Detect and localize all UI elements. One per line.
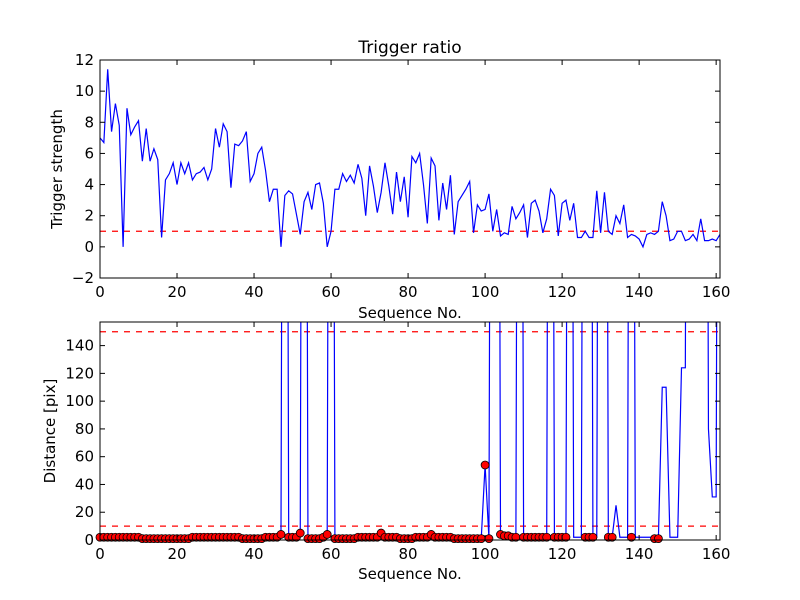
x-tick-label: 0 [95,283,105,301]
x-tick-label: 140 [625,283,654,301]
x-axis-label: Sequence No. [358,565,462,583]
y-tick-label: 80 [75,420,94,438]
axes-frame [99,321,721,541]
x-tick-label: 140 [625,545,654,563]
data-point [607,532,617,542]
axes-frame [99,59,721,279]
data-point [295,528,305,538]
distance-chart: 0 20 40 60 80 100 120 140 160 0 20 40 60 80 100 120 140… [41,321,730,583]
x-axis-ticks: 0 20 40 60 80 100 120 140 160 [95,60,730,301]
x-axis-label: Sequence No. [358,304,462,322]
y-tick-label: 10 [75,82,94,100]
data-point [627,532,636,542]
y-tick-label: 0 [84,531,94,549]
x-tick-label: 80 [399,545,418,563]
data-point [276,530,286,539]
y-tick-label: 60 [75,448,94,466]
y-tick-label: 100 [65,392,94,410]
y-tick-label: 4 [84,176,94,194]
y-tick-label: 40 [75,475,94,493]
y-axis-ticks: −2 0 2 4 6 8 10 12 [72,51,720,287]
series-line [100,69,720,249]
data-point [588,532,598,542]
x-tick-label: 20 [167,283,186,301]
plot-area [95,322,720,544]
x-tick-label: 160 [702,283,731,301]
x-tick-label: 60 [322,545,341,563]
y-tick-label: −2 [72,269,94,287]
y-tick-label: 120 [65,364,94,382]
x-tick-label: 40 [244,545,263,563]
x-tick-label: 40 [244,283,263,301]
data-point [484,534,494,544]
x-tick-label: 120 [548,283,577,301]
plot-area [100,69,720,249]
x-tick-label: 100 [471,283,500,301]
y-tick-label: 140 [65,337,94,355]
data-point [476,534,486,544]
trigger-ratio-chart: Trigger ratio 0 20 40 60 80 100 120 140 160 −202… [48,38,730,322]
y-axis-label: Trigger strength [48,109,66,230]
y-tick-label: 20 [75,503,94,521]
data-point [653,534,663,544]
series-group [100,69,720,249]
y-tick-label: 6 [84,144,94,162]
x-tick-label: 60 [322,283,341,301]
x-tick-label: 80 [399,283,418,301]
x-tick-label: 0 [95,545,105,563]
x-axis-ticks: 0 20 40 60 80 100 120 140 160 [95,322,730,563]
x-tick-label: 120 [548,545,577,563]
y-axis-ticks: 0 20 40 60 80 100 120 140 [65,337,720,549]
chart-title: Trigger ratio [357,38,461,58]
data-point [480,460,490,470]
y-tick-label: 0 [84,238,94,256]
y-tick-label: 8 [84,113,94,131]
y-tick-label: 12 [75,51,94,69]
x-tick-label: 100 [471,545,500,563]
y-tick-label: 2 [84,207,94,225]
x-tick-label: 20 [167,545,186,563]
data-point [322,530,332,539]
x-tick-label: 160 [702,545,731,563]
y-axis-label: Distance [pix] [41,379,59,484]
